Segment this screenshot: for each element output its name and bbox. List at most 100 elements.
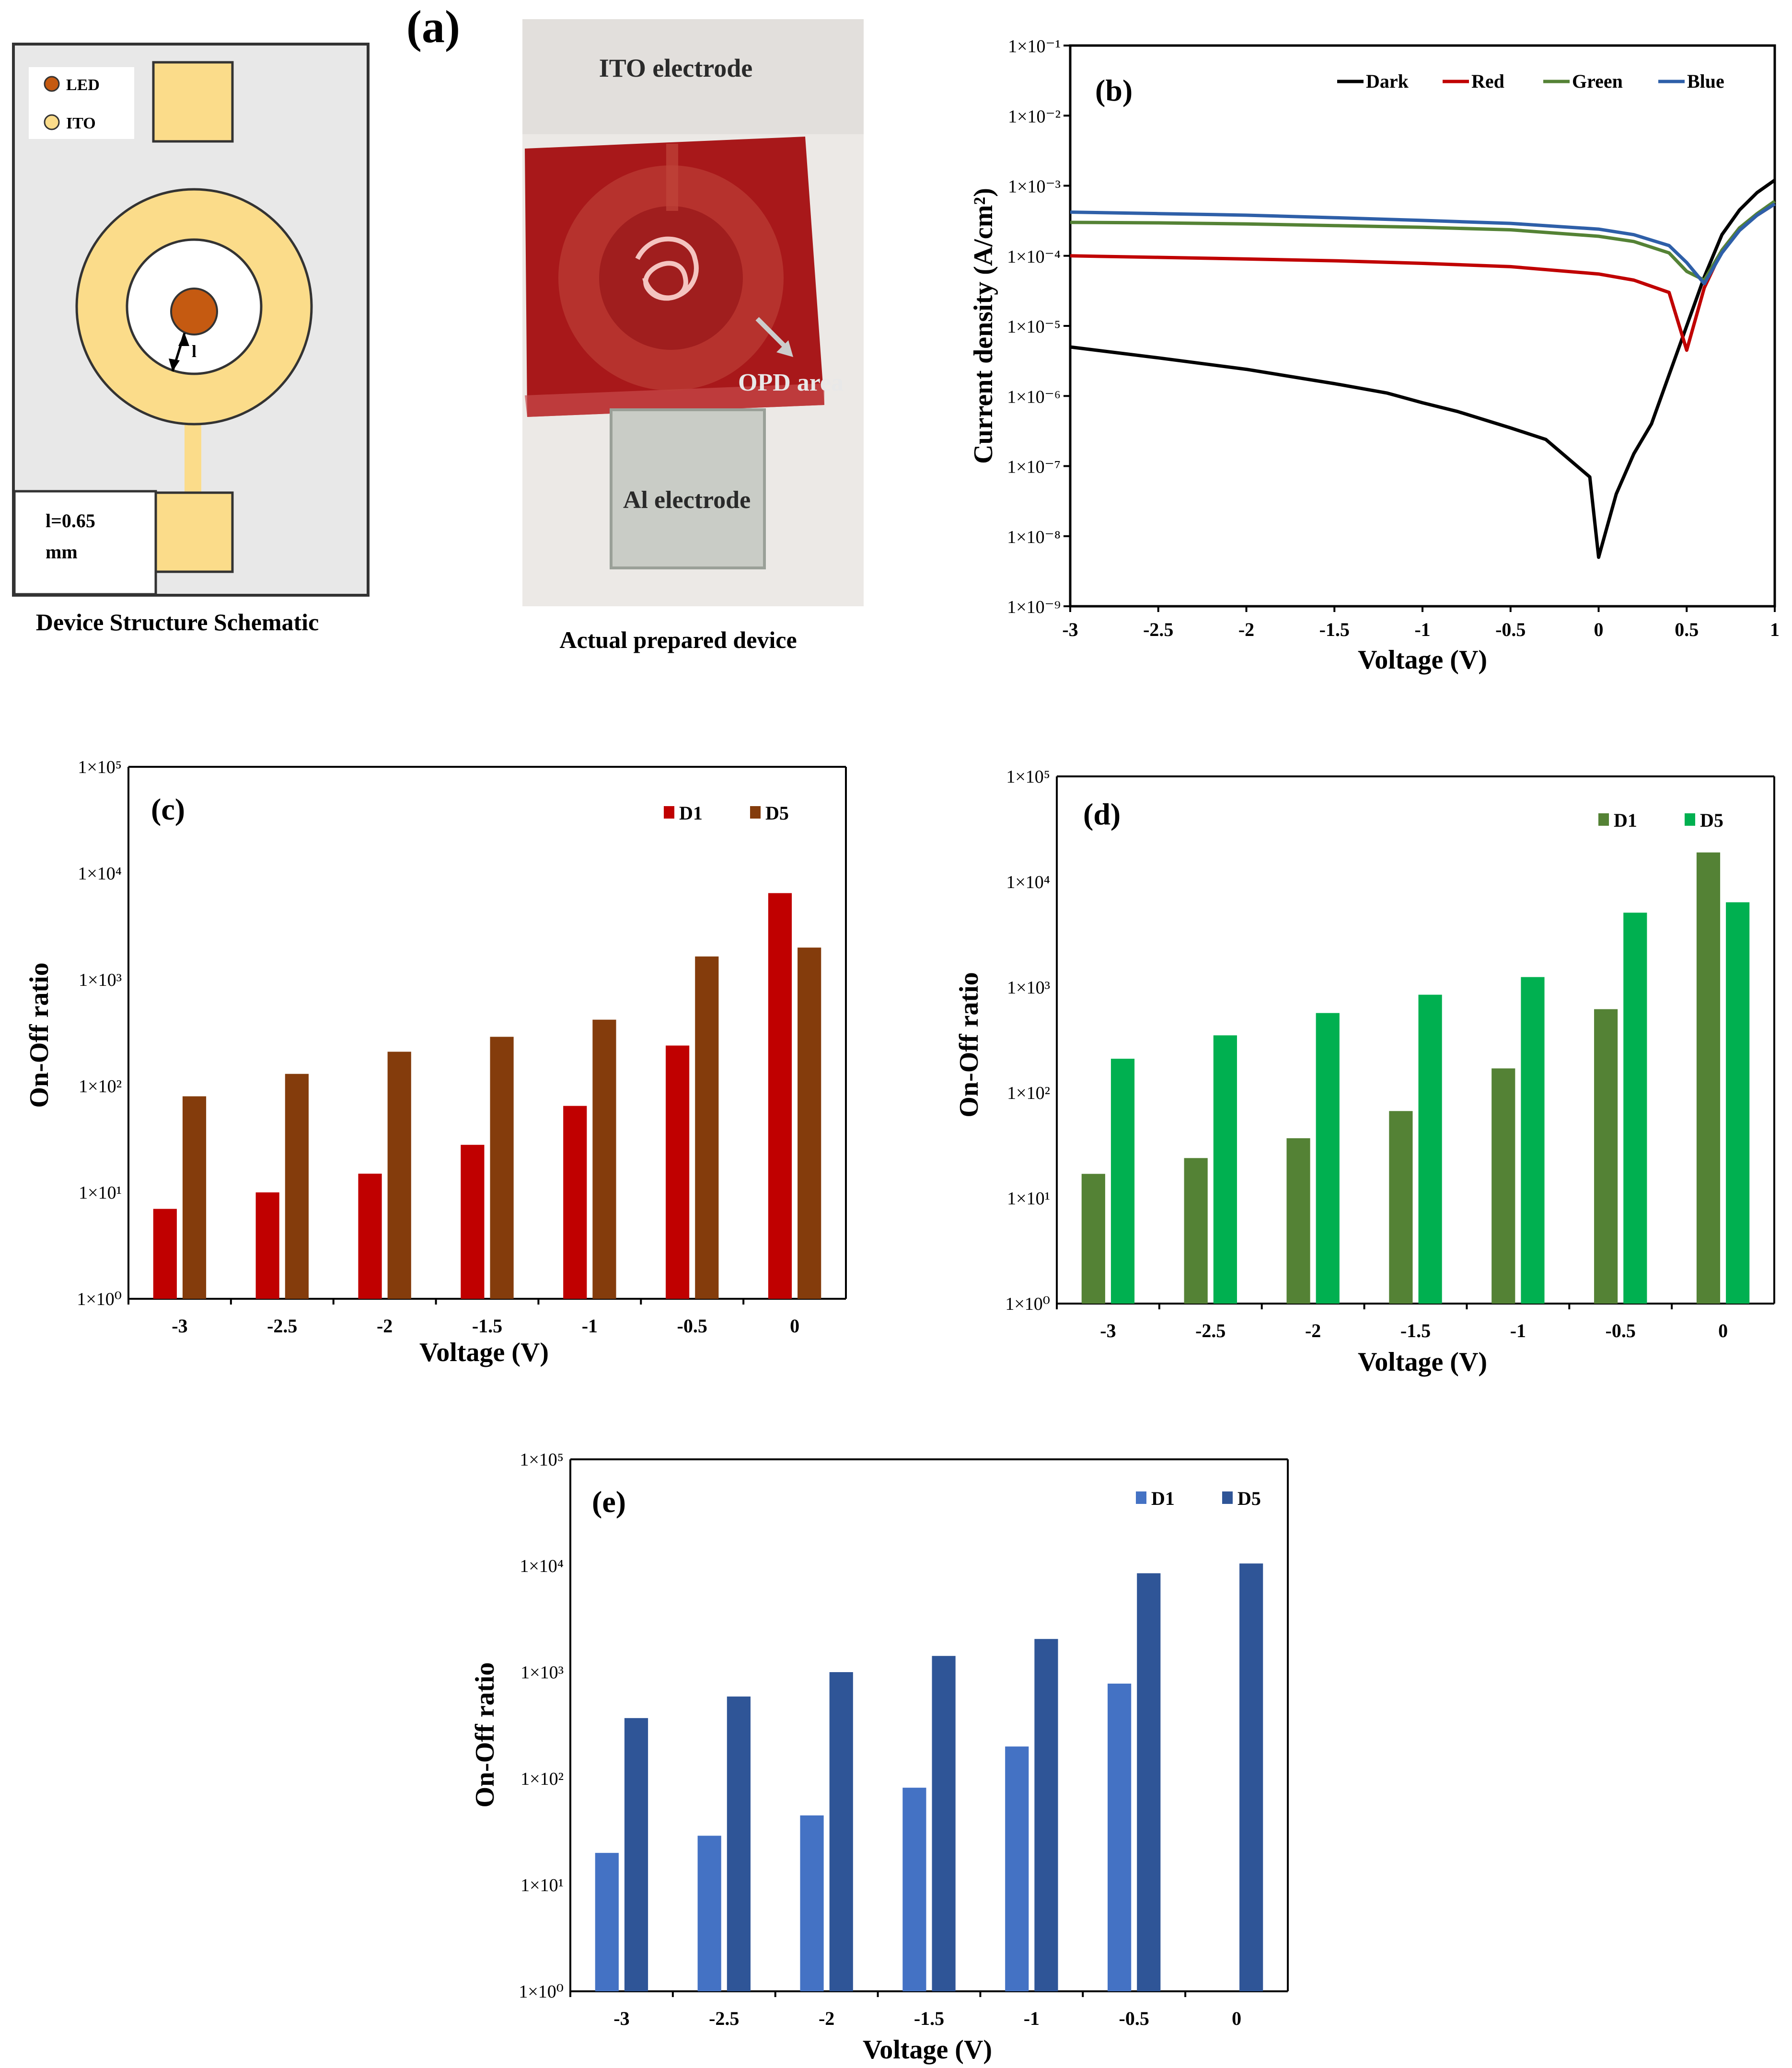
chart-e-bar-d5 — [1137, 1573, 1161, 1991]
chart-b-x-tick-label: 0.5 — [1675, 619, 1699, 640]
chart-e-y-tick-label: 1×10⁴ — [520, 1556, 564, 1576]
panel-a-label: (a) — [406, 1, 460, 52]
ito-top-pad — [152, 61, 234, 143]
dimension-label: l — [192, 342, 197, 361]
chart-b-x-ticks: -3 -2.5 -2 -1.5 -1 -0.5 0 0.5 1 — [1062, 606, 1780, 640]
chart-c-y-tick-label: 1×10³ — [79, 970, 122, 990]
chart-c-y-tick-label: 1×10¹ — [79, 1183, 122, 1203]
chart-c-legend-swatch — [750, 806, 761, 819]
panel-a: (a) LED ITO l l=0.65 mm Device Structure… — [12, 1, 864, 653]
chart-c-y-tick-label: 1×10⁴ — [78, 864, 122, 884]
chart-c-y-tick-label: 1×10⁵ — [78, 757, 122, 777]
chart-d-bars — [1081, 852, 1750, 1304]
chart-d-bar-d5 — [1521, 977, 1545, 1304]
chart-c-bar-d5 — [285, 1074, 309, 1299]
chart-d-x-tick-label: -1 — [1510, 1320, 1526, 1341]
chart-e: (e) 1×10⁰ 1×10¹ 1×10² 1×10³ 1×10⁴ 1×10⁵ -3 -2.5… — [470, 1450, 1289, 2065]
chart-c-bar-d1 — [768, 893, 792, 1299]
chart-b-y-tick-label: 1×10⁻⁸ — [1007, 527, 1061, 547]
chart-e-bar-d5 — [932, 1656, 956, 1991]
chart-b-series — [1070, 179, 1776, 559]
chart-c-x-tick-label: -3 — [172, 1315, 187, 1337]
chart-d-bar-d1 — [1184, 1158, 1208, 1304]
chart-d-x-tick-label: -0.5 — [1606, 1320, 1636, 1341]
chart-d-legend-swatch — [1598, 813, 1609, 826]
opd-arrow-line — [755, 317, 788, 349]
opd-inner-area — [599, 206, 743, 350]
chart-d-bar-d5 — [1316, 1013, 1340, 1304]
chart-d-bar-d5 — [1726, 902, 1750, 1304]
dimension-note-line1: l=0.65 — [46, 510, 95, 531]
chart-e-legend-label: D1 — [1151, 1488, 1175, 1509]
chart-b-x-tick-label: -1 — [1414, 619, 1430, 640]
chart-d-x-tick-label: -3 — [1100, 1320, 1116, 1341]
chart-b-x-tick-label: -3 — [1062, 619, 1078, 640]
chart-b-y-tick-label: 1×10⁻¹ — [1008, 36, 1061, 57]
chart-e-y-axis-title: On-Off ratio — [470, 1662, 500, 1807]
chart-b-y-tick-label: 1×10⁻⁷ — [1007, 457, 1061, 477]
chart-d-panel-label: (d) — [1083, 797, 1121, 831]
chart-e-bar-d5 — [1034, 1639, 1058, 1991]
chart-c-bar-d1 — [461, 1144, 485, 1299]
chart-e-x-tick-label: -1 — [1024, 2008, 1040, 2029]
chart-e-bar-d1 — [1108, 1683, 1132, 1991]
chart-d-legend: D1 D5 — [1598, 809, 1723, 831]
chart-d-bar-d1 — [1286, 1138, 1310, 1304]
chart-b-x-tick-label: -1.5 — [1319, 619, 1350, 640]
chart-b-x-tick-label: -2.5 — [1143, 619, 1173, 640]
chart-c: (c) 1×10⁰ 1×10¹ 1×10² 1×10³ 1×10⁴ 1×10⁵ -3 -2.5… — [24, 757, 847, 1367]
chart-d-x-tick-label: -2.5 — [1195, 1320, 1225, 1341]
device-photo: ITO electrode OPD area Al electrode — [522, 19, 864, 606]
chart-e-bar-d5 — [727, 1696, 751, 1991]
chart-c-bar-d1 — [563, 1106, 587, 1299]
chart-e-bar-d5 — [1239, 1563, 1263, 1991]
chart-d-y-tick-label: 1×10⁰ — [1005, 1294, 1050, 1314]
dimension-arrowhead-bottom — [169, 358, 180, 371]
chart-e-y-tick-label: 1×10³ — [520, 1663, 564, 1683]
chart-b-x-axis-title: Voltage (V) — [1358, 645, 1487, 675]
chart-e-y-tick-label: 1×10⁵ — [520, 1450, 564, 1470]
chart-c-x-tick-label: -1 — [582, 1315, 598, 1337]
chart-c-x-tick-label: -2 — [377, 1315, 393, 1337]
ito-connector-strip — [185, 422, 201, 498]
chart-d-bar-d5 — [1418, 994, 1442, 1304]
chart-e-x-tick-label: -0.5 — [1119, 2008, 1149, 2029]
chart-b-legend: Dark Red Green Blue — [1337, 70, 1724, 92]
chart-e-x-tick-label: -3 — [613, 2008, 629, 2029]
chart-c-bar-d5 — [387, 1051, 411, 1299]
legend-led-label: LED — [66, 76, 100, 94]
chart-c-x-tick-label: -0.5 — [677, 1315, 707, 1337]
chart-b-y-tick-label: 1×10⁻³ — [1008, 177, 1061, 197]
chart-b-y-axis-title: Current density (A/cm²) — [969, 188, 998, 464]
chart-d-y-tick-label: 1×10⁵ — [1006, 767, 1050, 787]
chart-c-bar-d5 — [592, 1019, 616, 1299]
device-schematic: LED ITO l l=0.65 mm — [12, 43, 370, 597]
chart-c-x-tick-label: -2.5 — [267, 1315, 297, 1337]
chart-b-x-tick-label: -0.5 — [1495, 619, 1526, 640]
schematic-caption: Device Structure Schematic — [36, 609, 319, 635]
film-edge — [525, 383, 824, 417]
chart-b-legend-label: Blue — [1687, 70, 1724, 92]
chart-b-legend-label: Dark — [1366, 70, 1409, 92]
chart-b-series-dark — [1070, 179, 1776, 559]
dimension-note-line2: mm — [46, 541, 78, 563]
photo-opd-label: OPD area — [738, 369, 844, 396]
chart-e-legend-swatch — [1136, 1491, 1146, 1504]
chart-e-y-tick-label: 1×10⁰ — [519, 1982, 564, 2002]
chart-e-y-tick-label: 1×10² — [520, 1769, 564, 1789]
ito-trace — [666, 144, 678, 211]
chart-e-axes: 1×10⁰ 1×10¹ 1×10² 1×10³ 1×10⁴ 1×10⁵ -3 -2.5 -2 -1… — [519, 1450, 1289, 2029]
chart-d-bar-d5 — [1623, 913, 1647, 1304]
photo-ito-label: ITO electrode — [599, 54, 752, 82]
chart-e-y-tick-label: 1×10¹ — [520, 1875, 564, 1895]
chart-b-x-tick-label: 1 — [1770, 619, 1780, 640]
chart-c-legend: D1 D5 — [664, 802, 789, 824]
chart-c-bar-d5 — [490, 1037, 514, 1299]
chart-b-legend-label: Red — [1471, 70, 1504, 92]
chart-e-x-tick-label: 0 — [1232, 2008, 1241, 2029]
chart-b: (b) 1×10⁻⁹ 1×10⁻⁸ 1×10⁻⁷ 1×10⁻⁶ 1×10⁻⁵ 1×10⁻⁴… — [969, 36, 1780, 675]
chart-d-legend-label: D5 — [1700, 809, 1723, 831]
chart-b-y-tick-label: 1×10⁻⁴ — [1007, 247, 1061, 267]
chart-c-bar-d1 — [358, 1173, 382, 1299]
chart-c-x-tick-label: -1.5 — [472, 1315, 502, 1337]
